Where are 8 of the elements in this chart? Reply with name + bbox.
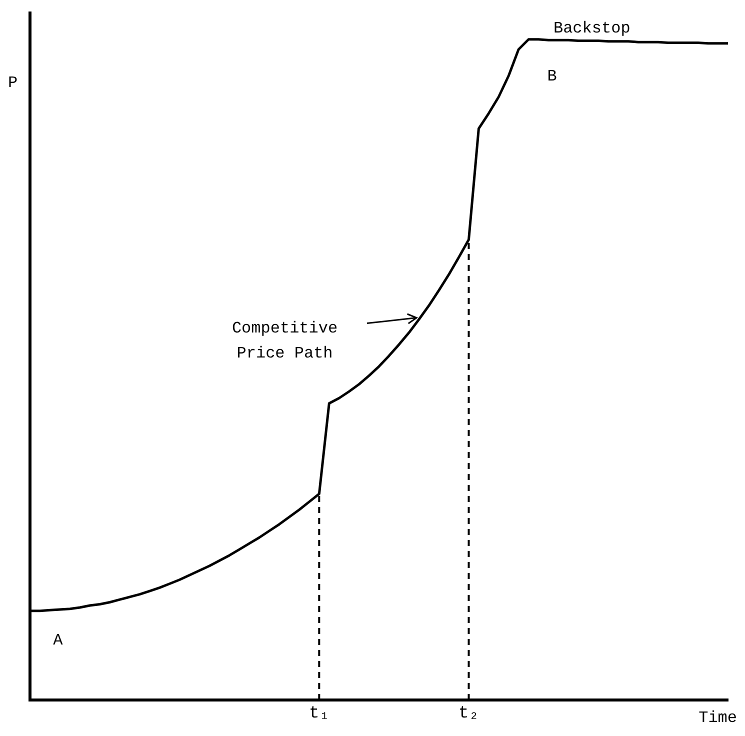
x-axis-title: Time: [698, 709, 737, 728]
x-tick-label: t₁: [308, 704, 330, 724]
y-axis-title: P: [8, 74, 18, 92]
annotation: Competitive Price Path: [232, 320, 338, 363]
text: Backstop: [553, 19, 630, 38]
x-tick-label: t₂: [458, 704, 479, 724]
annotation: B: [547, 67, 557, 86]
annotation: A: [53, 631, 64, 650]
